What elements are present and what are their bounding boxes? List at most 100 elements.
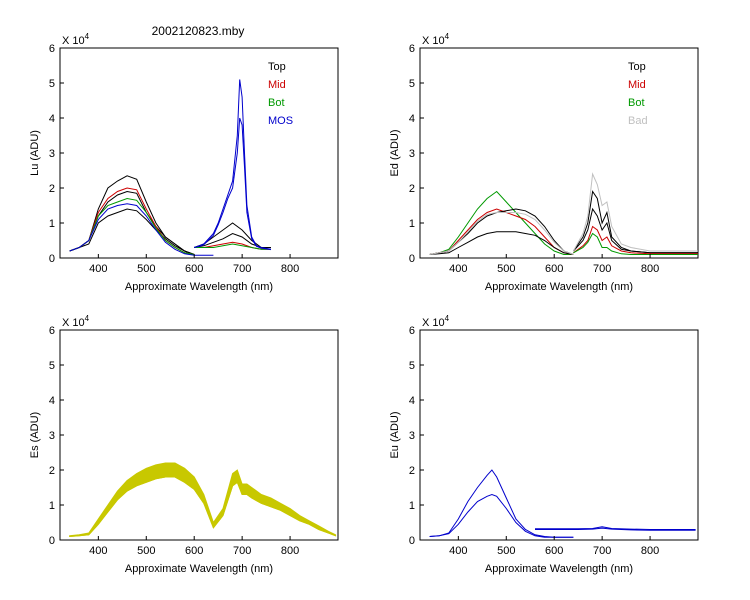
es-y-tick-label: 4 [49, 395, 55, 407]
eu-y-tick-label: 5 [409, 360, 415, 372]
ed-x-tick-label: 800 [641, 263, 659, 275]
es-x-tick-label: 400 [89, 545, 107, 557]
eu-y-tick-label: 3 [409, 430, 415, 442]
lu-y-tick-label: 5 [49, 78, 55, 90]
ed-legend-bad: Bad [628, 115, 648, 127]
eu-y-axis-label: Eu (ADU) [389, 411, 401, 458]
lu-series-line-9 [194, 243, 271, 250]
ed-x-tick-label: 700 [593, 263, 611, 275]
es-x-tick-label: 700 [233, 545, 251, 557]
ed-y-tick-label: 0 [409, 253, 415, 265]
es-x-tick-label: 800 [281, 545, 299, 557]
lu-y-axis-label: Lu (ADU) [29, 130, 41, 176]
es-y-axis-label: Es (ADU) [29, 412, 41, 458]
lu-legend-mos: MOS [268, 115, 293, 127]
ed-y-axis-label: Ed (ADU) [389, 129, 401, 176]
eu-x-axis-label: Approximate Wavelength (nm) [485, 563, 633, 575]
ed-y-tick-label: 3 [409, 148, 415, 160]
es-series-line-1 [69, 476, 336, 537]
eu-series-line-0 [429, 469, 574, 538]
lu-y-tick-label: 1 [49, 218, 55, 230]
ed-series-line-6 [573, 207, 698, 254]
eu-y-tick-label: 0 [409, 535, 415, 547]
eu-exponent-base: X 10 [422, 317, 445, 329]
lu-x-tick-label: 700 [233, 263, 251, 275]
lu-legend-bot: Bot [268, 97, 285, 109]
lu-series-line-0 [69, 175, 195, 255]
lu-series-line-5 [69, 203, 214, 256]
ed-exponent-power: 4 [445, 32, 450, 41]
ed-exponent-base: X 10 [422, 35, 445, 47]
lu-legend-mid: Mid [268, 79, 286, 91]
lu-legend-top: Top [268, 61, 286, 73]
eu-x-tick-label: 800 [641, 545, 659, 557]
es-plot-frame [59, 329, 339, 541]
es-y-tick-label: 0 [49, 535, 55, 547]
ed-series-line-0 [429, 190, 574, 255]
page-title: 2002120823.mby [152, 24, 245, 38]
es-y-tick-label: 2 [49, 465, 55, 477]
lu-exponent-power: 4 [85, 32, 90, 41]
lu-y-tick-label: 2 [49, 183, 55, 195]
ed-series-line-8 [573, 232, 698, 255]
eu-plot-frame [419, 329, 699, 541]
lu-y-tick-label: 4 [49, 113, 55, 125]
lu-plot-frame [59, 47, 339, 259]
ed-y-tick-label: 6 [409, 43, 415, 55]
lu-x-tick-label: 800 [281, 263, 299, 275]
es-x-tick-label: 500 [137, 545, 155, 557]
eu-x-tick-label: 400 [449, 545, 467, 557]
lu-exponent-base: X 10 [62, 35, 85, 47]
ed-x-tick-label: 400 [449, 263, 467, 275]
es-y-tick-label: 3 [49, 430, 55, 442]
ed-series-line-9 [572, 172, 698, 252]
eu-x-tick-label: 700 [593, 545, 611, 557]
lu-y-tick-label: 6 [49, 43, 55, 55]
eu-y-tick-label: 2 [409, 465, 415, 477]
ed-legend-top: Top [628, 61, 646, 73]
ed-exponent-label: X 104 [422, 32, 450, 47]
ed-legend-bot: Bot [628, 97, 645, 109]
es-exponent-power: 4 [85, 314, 90, 323]
lu-x-tick-label: 600 [185, 263, 203, 275]
lu-x-axis-label: Approximate Wavelength (nm) [125, 281, 273, 293]
eu-y-tick-label: 4 [409, 395, 415, 407]
lu-exponent-label: X 104 [62, 32, 90, 47]
eu-series-line-3 [535, 527, 696, 531]
eu-y-tick-label: 1 [409, 500, 415, 512]
es-x-axis-label: Approximate Wavelength (nm) [125, 563, 273, 575]
ed-y-tick-label: 1 [409, 218, 415, 230]
lu-series-line-7 [194, 232, 271, 248]
eu-series-line-1 [429, 493, 574, 538]
lu-x-tick-label: 400 [89, 263, 107, 275]
lu-series-line-2 [69, 208, 195, 255]
lu-y-tick-label: 0 [49, 253, 55, 265]
es-exponent-label: X 104 [62, 314, 90, 329]
lu-series-line-10 [194, 79, 271, 250]
eu-y-tick-label: 6 [409, 325, 415, 337]
ed-y-tick-label: 5 [409, 78, 415, 90]
ed-series-line-4 [429, 212, 574, 255]
ed-y-tick-label: 2 [409, 183, 415, 195]
lu-y-tick-label: 3 [49, 148, 55, 160]
es-y-tick-label: 6 [49, 325, 55, 337]
ed-series-line-7 [573, 225, 698, 255]
ed-x-axis-label: Approximate Wavelength (nm) [485, 281, 633, 293]
eu-x-tick-label: 600 [545, 545, 563, 557]
ed-x-tick-label: 500 [497, 263, 515, 275]
ed-legend-mid: Mid [628, 79, 646, 91]
es-series-band [69, 462, 337, 538]
eu-exponent-power: 4 [445, 314, 450, 323]
ed-series-line-3 [429, 231, 574, 255]
lu-x-tick-label: 500 [137, 263, 155, 275]
ed-series-line-5 [572, 190, 698, 254]
eu-exponent-label: X 104 [422, 314, 450, 329]
lu-series-line-11 [194, 117, 271, 251]
ed-series-line-1 [429, 208, 574, 255]
es-x-tick-label: 600 [185, 545, 203, 557]
